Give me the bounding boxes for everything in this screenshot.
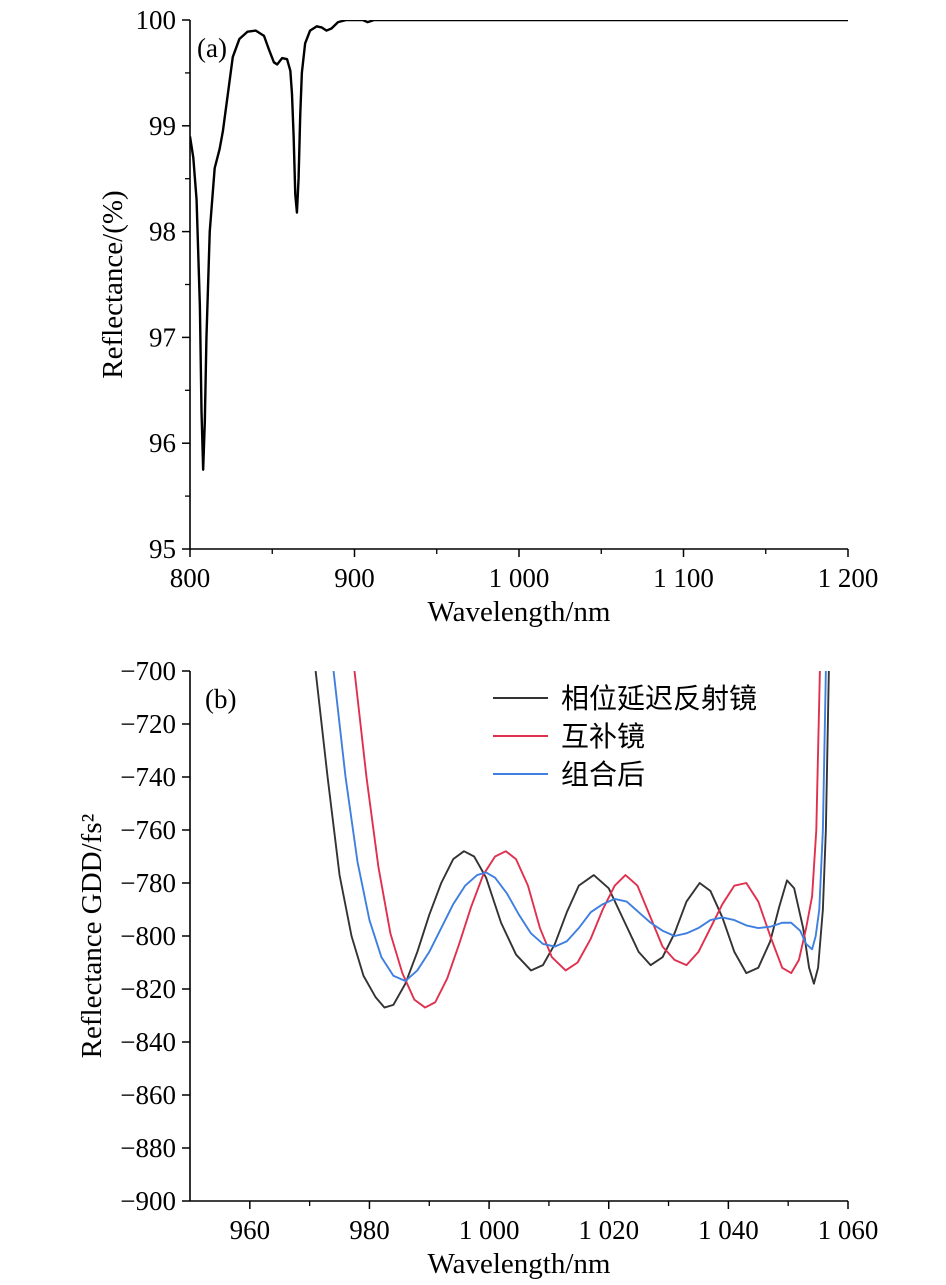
legend-label: 相位延迟反射镜 (561, 682, 757, 715)
y-tick-label: −820 (120, 974, 176, 1004)
x-tick-label: 1 000 (489, 563, 550, 593)
x-axis-title: Wavelength/nm (428, 1248, 611, 1280)
series-line-3 (332, 671, 827, 982)
panel-a-reflectance-chart: 800 900 1 000 1 100 1 200 95 96 97 98 99 100 Wavele… (97, 5, 878, 628)
series-line-2 (353, 671, 821, 1009)
y-axis-title: Reflectance GDD/fs² (76, 813, 108, 1058)
y-tick-label: 96 (149, 428, 176, 458)
y-tick-label: −780 (120, 868, 176, 898)
x-axis-title: Wavelength/nm (428, 596, 611, 628)
y-tick-label: −720 (120, 709, 176, 739)
x-tick-label: 960 (230, 1215, 271, 1245)
x-tick-label: 1 020 (578, 1215, 639, 1245)
x-tick-label: 800 (170, 563, 211, 593)
y-tick-label: 98 (149, 217, 176, 247)
y-tick-label: −760 (120, 815, 176, 845)
y-tick-label: −860 (120, 1080, 176, 1110)
y-axis-title: Reflectance/(%) (97, 190, 129, 378)
y-tick-label: −700 (120, 656, 176, 686)
y-tick-label: 100 (136, 5, 177, 35)
y-tick-label: 95 (149, 534, 176, 564)
series-line-1 (190, 20, 848, 471)
y-tick-label: −740 (120, 762, 176, 792)
x-tick-label: 900 (334, 563, 375, 593)
y-tick-label: −880 (120, 1133, 176, 1163)
x-tick-label: 1 100 (653, 563, 714, 593)
y-tick-label: −900 (120, 1186, 176, 1216)
x-tick-label: 1 200 (818, 563, 879, 593)
x-tick-label: 1 060 (818, 1215, 879, 1245)
y-tick-label: 97 (149, 322, 176, 352)
y-tick-label: −840 (120, 1027, 176, 1057)
legend-label: 互补镜 (561, 720, 645, 753)
x-tick-label: 1 000 (459, 1215, 520, 1245)
x-tick-label: 980 (349, 1215, 390, 1245)
y-tick-label: 99 (149, 111, 176, 141)
x-tick-label: 1 040 (698, 1215, 759, 1245)
panel-label: (b) (205, 684, 236, 714)
series-line-1 (314, 671, 830, 1009)
panel-b-gdd-chart: 960 980 1 000 1 020 1 040 1 060 −900 −880 −860 −8… (76, 656, 878, 1280)
panel-label: (a) (197, 33, 227, 63)
y-tick-label: −800 (120, 921, 176, 951)
legend-label: 组合后 (561, 758, 645, 791)
